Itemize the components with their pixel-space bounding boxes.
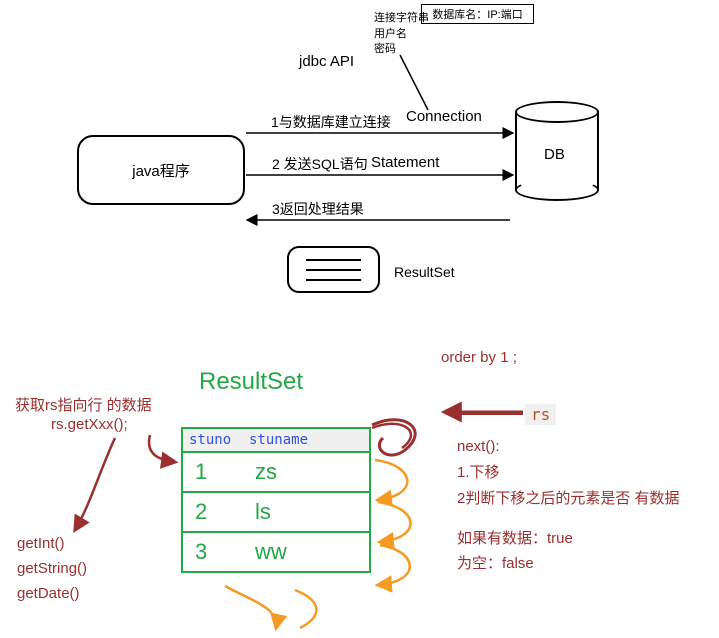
db-cylinder-top [515, 101, 599, 123]
next-true: 如果有数据：true [457, 527, 573, 548]
col-stuno: stuno [189, 432, 249, 448]
table-row: 3 ww [183, 531, 369, 571]
next-false: 为空：false [457, 552, 534, 573]
dbname-box: 数据库名：IP:端口 [421, 4, 534, 24]
rs-variable-label: rs [525, 404, 556, 425]
getdate-label: getDate() [17, 585, 80, 602]
get-row-title: 获取rs指向行 的数据 [15, 394, 152, 415]
db-cylinder-bottom [515, 179, 599, 201]
arrow1-label: 1与数据库建立连接 [271, 112, 391, 132]
resultset-label: ResultSet [394, 264, 455, 280]
table-row: 1 zs [183, 451, 369, 491]
cell: 2 [195, 499, 255, 525]
next-title: next(): [457, 438, 500, 455]
resultset-iconbox [287, 246, 380, 293]
get-row-code: rs.getXxx(); [51, 416, 128, 433]
resultset-table: stuno stuname 1 zs 2 ls 3 ww [181, 427, 371, 573]
pwd-label: 密码 [374, 40, 396, 56]
cell: ww [255, 539, 287, 565]
cell: zs [255, 459, 277, 485]
getstring-label: getString() [17, 560, 87, 577]
next-step2: 2判断下移之后的元素是否 有数据 [457, 487, 680, 508]
connection-label: Connection [406, 108, 482, 125]
arrow3-label: 3返回处理结果 [272, 199, 364, 219]
cell: 3 [195, 539, 255, 565]
statement-label: Statement [371, 154, 439, 171]
orderby-label: order by 1 ; [441, 349, 517, 366]
getint-label: getInt() [17, 535, 65, 552]
resultset-title: ResultSet [199, 368, 303, 396]
db-label: DB [544, 146, 565, 163]
java-program-label: java程序 [132, 160, 190, 181]
col-stuname: stuname [249, 432, 308, 448]
arrow2-label: 2 发送SQL语句 [272, 154, 368, 174]
cell: ls [255, 499, 271, 525]
cell: 1 [195, 459, 255, 485]
user-label: 用户名 [374, 25, 407, 41]
table-row: 2 ls [183, 491, 369, 531]
java-program-box: java程序 [77, 135, 245, 205]
table-header: stuno stuname [183, 429, 369, 451]
next-step1: 1.下移 [457, 461, 500, 482]
jdbc-api-label: jdbc API [299, 53, 354, 70]
